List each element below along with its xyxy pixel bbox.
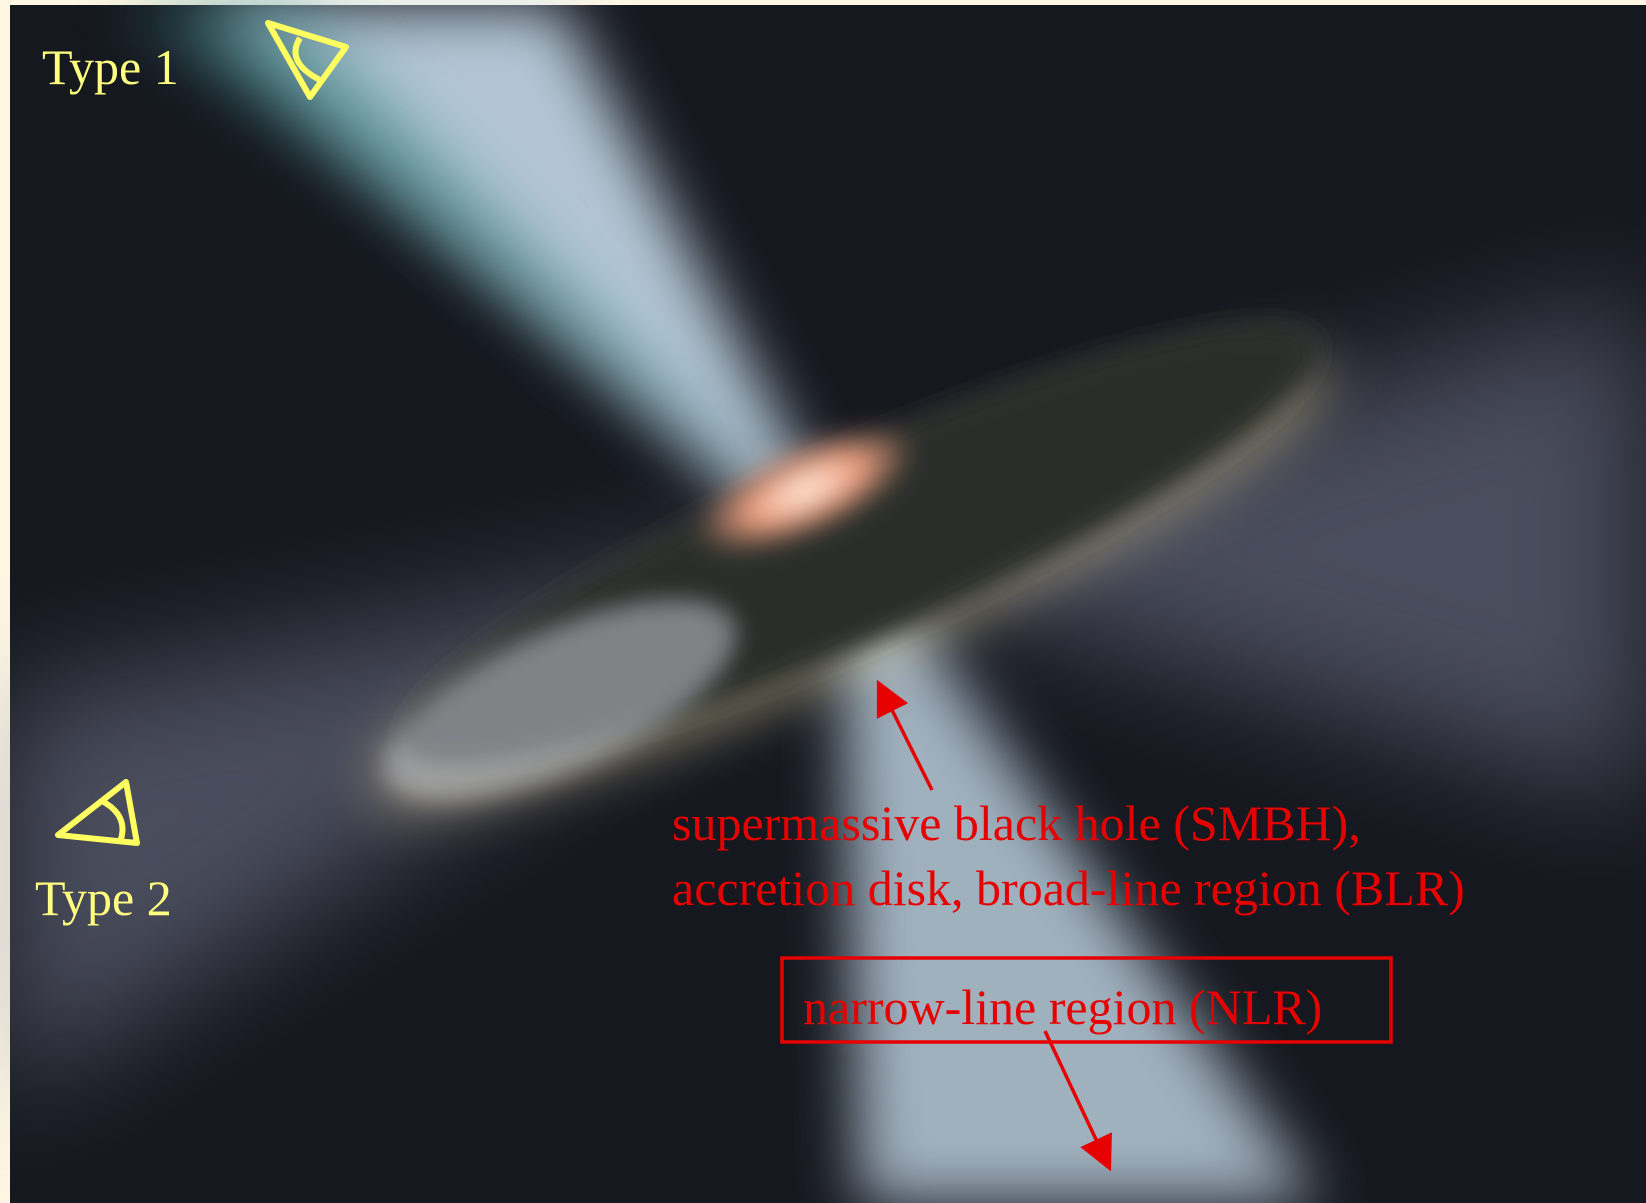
- smbh-label: supermassive black hole (SMBH),: [672, 795, 1361, 851]
- type1-label: Type 1: [42, 39, 179, 95]
- nlr-box: [780, 956, 1393, 1044]
- blr-label: accretion disk, broad-line region (BLR): [672, 860, 1465, 916]
- space-art: [0, 5, 1646, 1203]
- viewer-eye-type2: [55, 779, 140, 846]
- viewer-eye-type1: [265, 20, 349, 100]
- nlr-label: narrow-line region (NLR): [803, 979, 1322, 1035]
- smbh-arrow: [876, 679, 934, 791]
- nlr-arrow: [1043, 1030, 1112, 1172]
- type2-label: Type 2: [35, 870, 172, 926]
